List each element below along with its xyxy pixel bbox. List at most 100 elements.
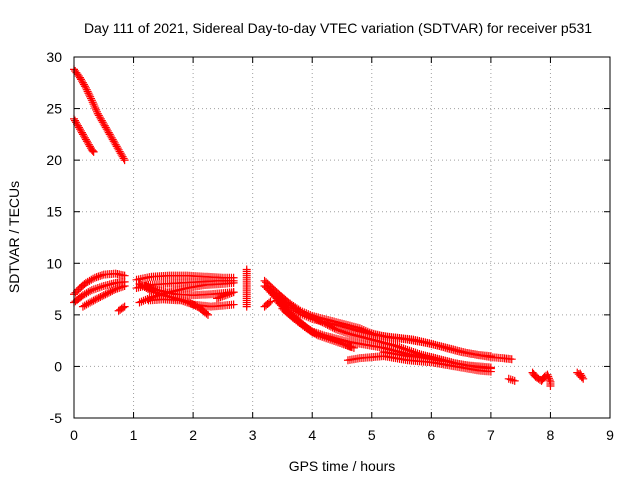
data-point — [223, 290, 232, 299]
data-point — [79, 132, 88, 141]
series-track-2 — [70, 114, 98, 156]
data-point — [89, 296, 98, 305]
data-point — [90, 273, 99, 282]
data-point — [118, 152, 127, 161]
data-point — [185, 299, 194, 308]
data-point — [305, 326, 314, 335]
data-point — [81, 135, 90, 144]
data-point — [187, 299, 196, 308]
data-point — [82, 300, 91, 309]
data-point — [87, 286, 96, 295]
data-point — [313, 315, 322, 324]
data-point — [120, 302, 129, 311]
data-point — [486, 352, 495, 361]
data-point — [94, 293, 103, 302]
data-point — [544, 374, 553, 383]
data-point — [341, 328, 350, 337]
data-point — [108, 286, 117, 295]
x-tick-label: 7 — [487, 427, 495, 443]
data-point — [439, 357, 448, 366]
y-tick-label: 15 — [46, 204, 62, 220]
data-point — [103, 289, 112, 298]
data-point — [120, 156, 129, 165]
data-point — [88, 146, 97, 155]
data-point — [71, 118, 80, 127]
data-point — [332, 325, 341, 334]
data-point — [339, 340, 348, 349]
data-point — [338, 339, 346, 348]
data-point — [82, 85, 91, 94]
data-point — [84, 299, 93, 308]
series-track-20 — [278, 304, 355, 351]
data-point — [303, 325, 312, 334]
data-point — [229, 300, 238, 309]
data-point — [109, 285, 118, 294]
data-point — [395, 343, 404, 352]
data-point — [80, 82, 89, 91]
data-point — [91, 103, 100, 112]
data-point — [85, 91, 94, 100]
data-point — [183, 298, 192, 307]
data-point — [115, 147, 124, 156]
data-point — [95, 283, 104, 292]
data-point — [103, 126, 112, 135]
data-point — [318, 332, 327, 341]
data-point — [111, 140, 120, 149]
data-point — [93, 284, 102, 293]
x-tick-label: 4 — [308, 427, 316, 443]
data-point — [506, 375, 515, 384]
data-point — [110, 138, 119, 147]
data-point — [80, 133, 89, 142]
data-point — [89, 285, 98, 294]
data-point — [83, 277, 92, 286]
data-point — [320, 333, 329, 342]
grid — [74, 57, 610, 418]
data-point — [330, 336, 339, 345]
data-point — [83, 87, 92, 96]
data-point — [111, 285, 120, 294]
data-point — [87, 297, 96, 306]
data-point — [120, 281, 129, 290]
data-point — [80, 290, 89, 299]
data-point — [76, 126, 85, 135]
series-track-23 — [379, 347, 448, 366]
data-point — [99, 291, 108, 300]
data-point — [75, 125, 84, 134]
data-point — [135, 298, 144, 307]
x-tick-label: 8 — [547, 427, 555, 443]
data-point — [266, 297, 275, 306]
data-point — [97, 116, 106, 125]
data-point — [307, 327, 316, 336]
data-point — [579, 374, 588, 383]
data-point — [109, 137, 118, 146]
series-track-12 — [144, 295, 238, 311]
data-point — [149, 284, 158, 293]
data-point — [87, 275, 96, 284]
data-point — [265, 298, 274, 307]
series-track-26 — [573, 368, 588, 383]
data-point — [97, 282, 106, 291]
x-tick-label: 2 — [189, 427, 197, 443]
data-point — [91, 284, 100, 293]
data-point — [75, 73, 84, 82]
data-point — [216, 293, 225, 302]
y-tick-label: 0 — [54, 358, 62, 374]
data-point — [311, 314, 320, 323]
data-point — [294, 308, 303, 317]
x-tick-label: 1 — [130, 427, 138, 443]
y-tick-label: -5 — [50, 410, 63, 426]
data-point — [86, 287, 95, 296]
data-point — [86, 92, 95, 101]
data-point — [137, 297, 146, 306]
data-point — [84, 89, 93, 98]
series-track-14 — [242, 265, 251, 311]
y-axis-label: SDTVAR / TECUs — [6, 181, 22, 293]
data-point — [106, 287, 115, 296]
x-tick-label: 6 — [427, 427, 435, 443]
data-point — [316, 332, 325, 341]
series-track-3 — [70, 269, 129, 299]
series-track-24 — [504, 374, 519, 385]
data-point — [578, 373, 587, 382]
data-point — [322, 334, 331, 343]
